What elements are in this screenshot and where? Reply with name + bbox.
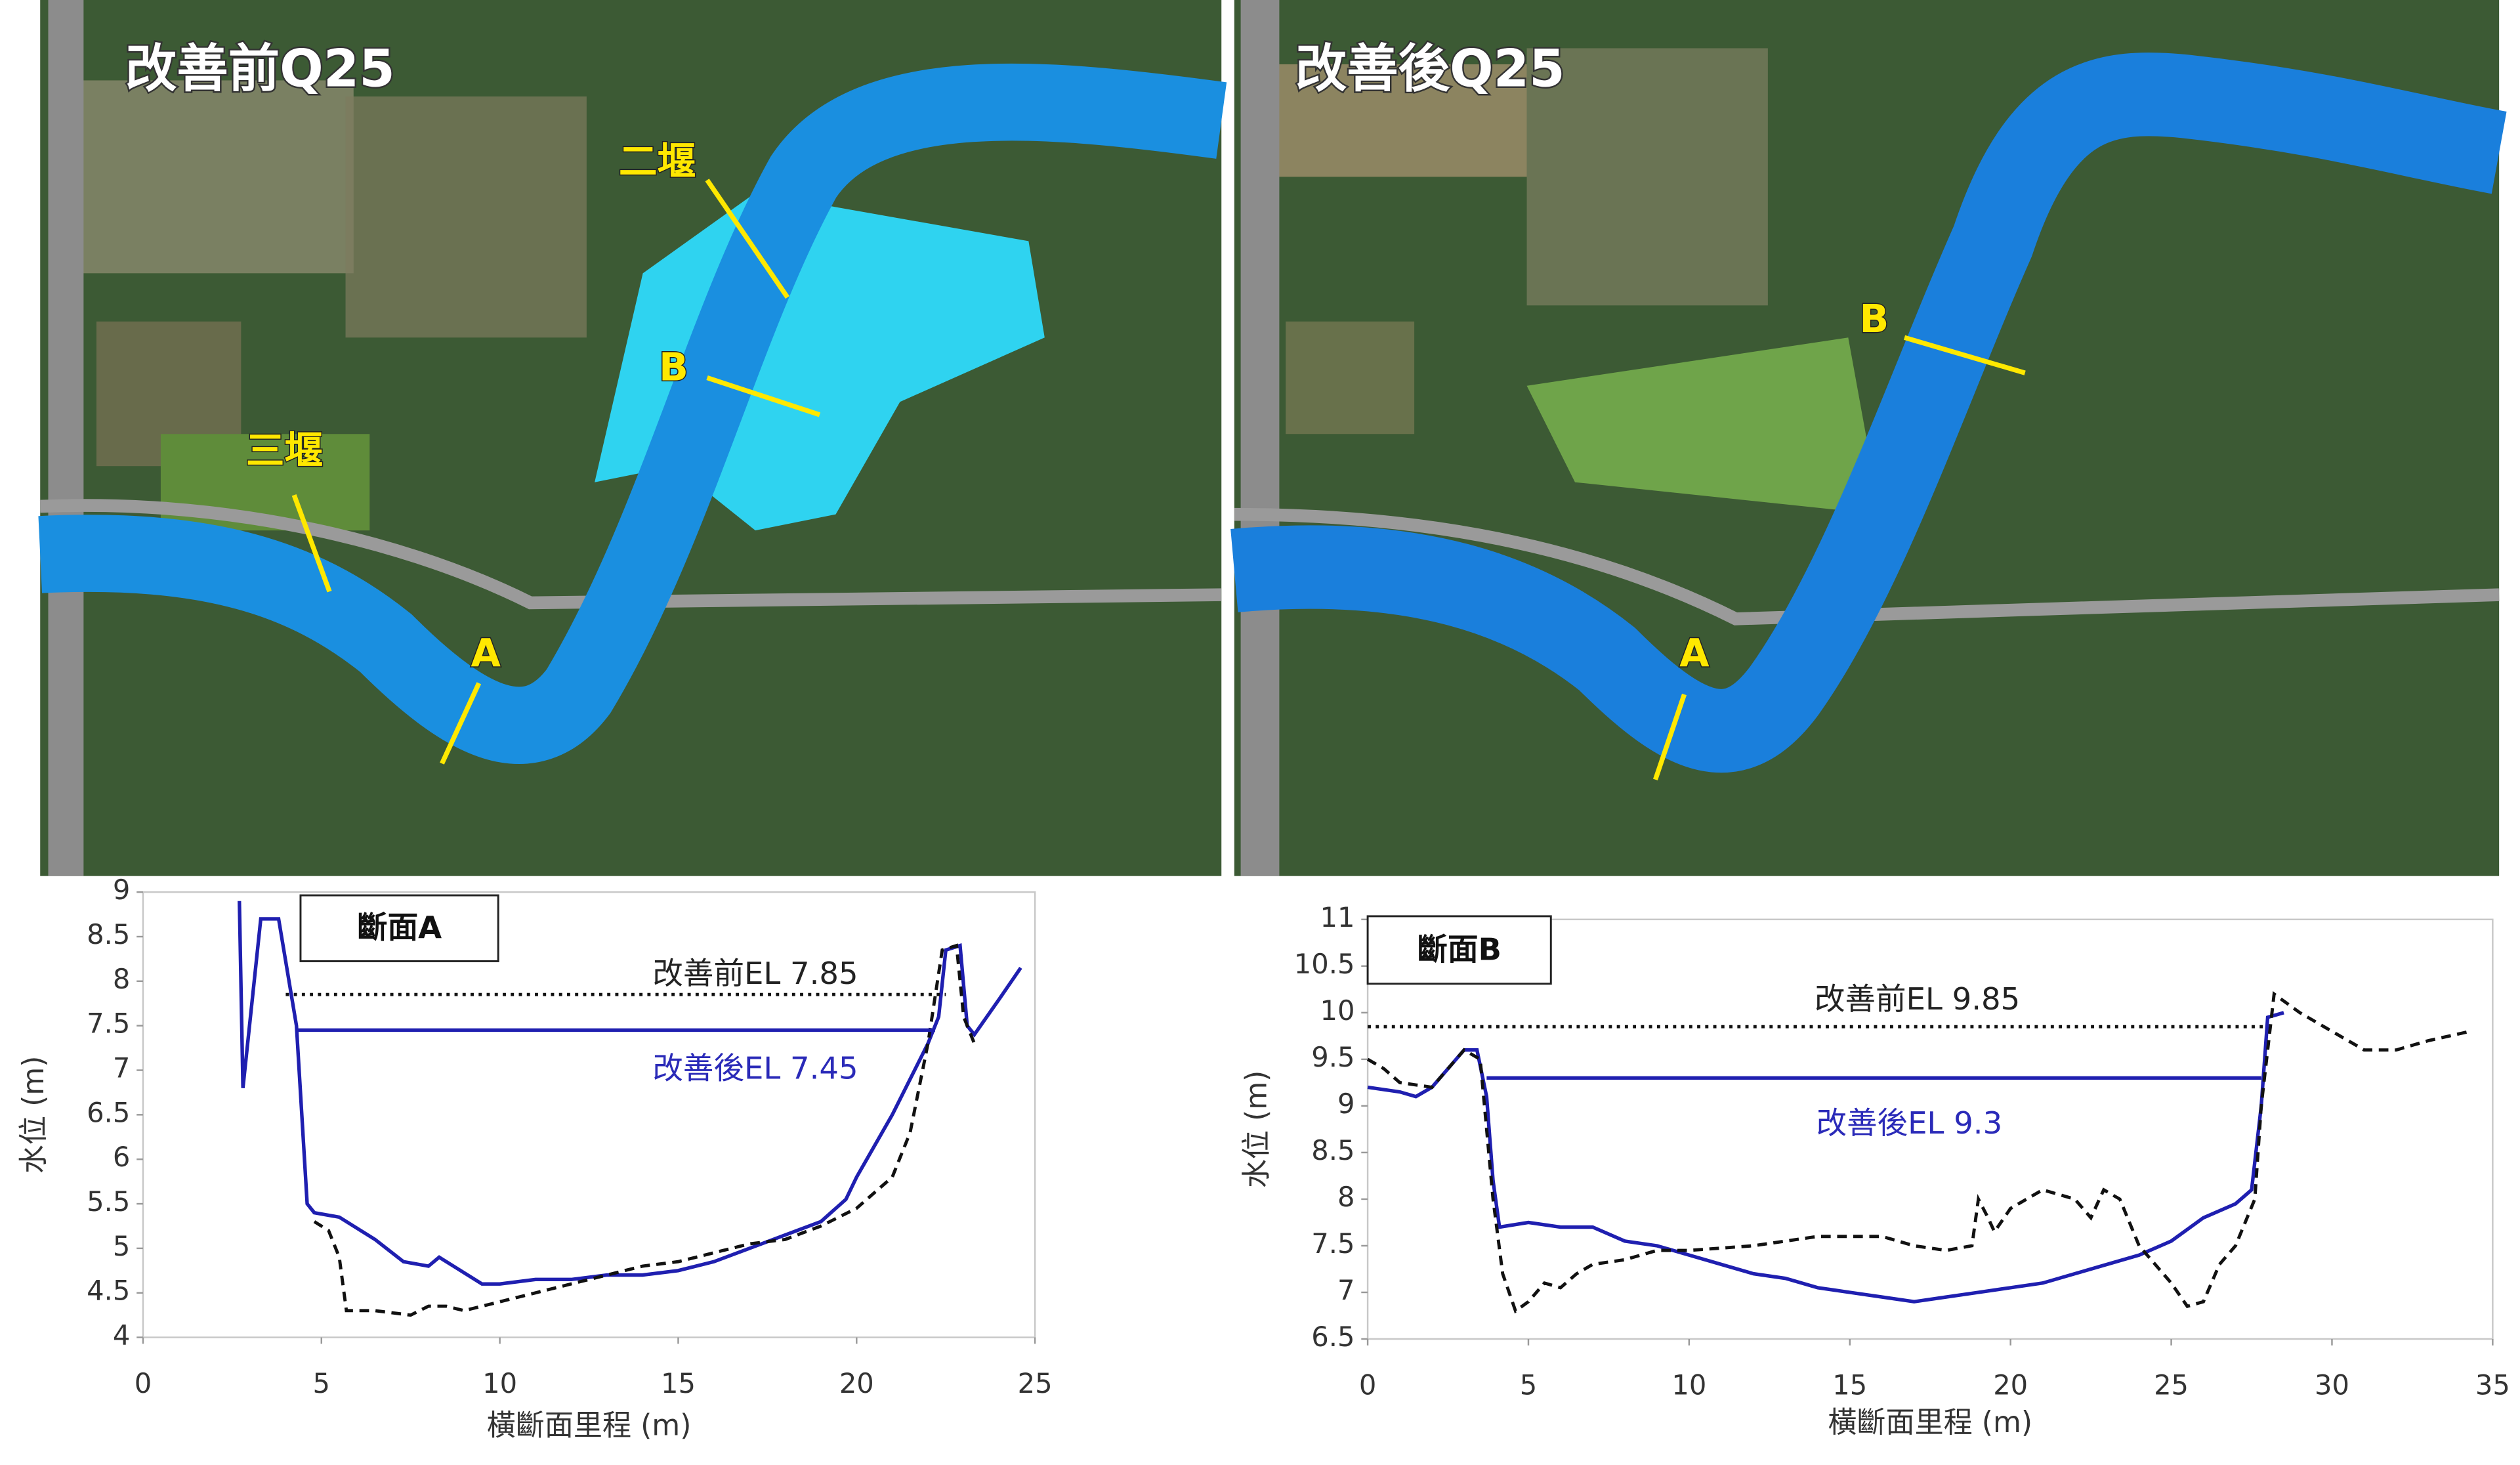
fields xyxy=(1269,64,1527,177)
x-axis-label: 橫斷面里程 (m) xyxy=(1828,1406,2032,1439)
section-line xyxy=(1904,335,2026,375)
map-label: 三堰 xyxy=(246,428,324,473)
data-line xyxy=(1367,1011,2284,1304)
fields xyxy=(1526,337,1881,515)
road xyxy=(1240,0,1280,876)
y-tick-label: 10 xyxy=(1320,994,1355,1027)
y-tick-label: 4.5 xyxy=(87,1275,130,1307)
road xyxy=(1234,507,2500,626)
y-axis-label: 水位 (m) xyxy=(1240,1071,1274,1189)
river xyxy=(1230,53,2507,773)
x-tick-label: 15 xyxy=(661,1367,696,1399)
y-tick-label: 9.5 xyxy=(1311,1041,1354,1073)
y-tick-label: 10.5 xyxy=(1294,948,1355,980)
map-label: A xyxy=(1679,630,1710,675)
section-line xyxy=(440,682,482,765)
data-line xyxy=(238,901,1022,1286)
y-tick-label: 9 xyxy=(113,874,130,906)
x-tick-label: 25 xyxy=(2154,1369,2189,1401)
data-line xyxy=(313,943,976,1317)
y-tick-label: 8 xyxy=(1337,1181,1354,1213)
y-tick-label: 6.5 xyxy=(1311,1321,1354,1353)
y-tick-label: 4 xyxy=(113,1319,130,1351)
x-tick-label: 15 xyxy=(1832,1369,1867,1401)
y-tick-label: 8.5 xyxy=(87,918,130,950)
section-box xyxy=(1366,915,1552,985)
y-tick-label: 8 xyxy=(113,963,130,995)
aerial-before: 改善前Q25 二堰 B 三堰 A xyxy=(38,0,1227,876)
panel-title: 改善後Q25 xyxy=(1295,39,1565,99)
fields xyxy=(80,80,354,274)
x-tick-label: 35 xyxy=(2475,1369,2510,1401)
map-label: A xyxy=(471,630,501,675)
fields xyxy=(1526,48,1768,306)
section-line xyxy=(706,375,821,417)
map-label: B xyxy=(1859,296,1889,341)
section-line xyxy=(705,179,790,299)
section-label: 斷面A xyxy=(357,910,442,945)
fields xyxy=(345,96,587,338)
y-tick-label: 8.5 xyxy=(1311,1134,1354,1166)
map-label: B xyxy=(659,344,688,389)
data-line xyxy=(1366,991,2471,1314)
section-label: 斷面B xyxy=(1417,931,1502,967)
x-tick-label: 20 xyxy=(839,1367,874,1399)
y-tick-label: 5 xyxy=(113,1230,130,1262)
y-tick-label: 7.5 xyxy=(1311,1227,1354,1260)
y-tick-label: 7 xyxy=(113,1052,130,1084)
y-tick-label: 6.5 xyxy=(87,1096,130,1128)
annotation: 改善後EL 7.45 xyxy=(652,1051,858,1086)
plot-frame xyxy=(1366,918,2494,1340)
y-tick-label: 5.5 xyxy=(87,1185,130,1218)
y-tick-label: 6 xyxy=(113,1141,130,1173)
aerial-after: 改善後Q25 B A xyxy=(1230,0,2507,876)
charts: 4 4.5 5 5.5 6 6.5 7 7.5 8 8.5 9 0 5 10 15 20 25 斷面A 改善前EL … xyxy=(17,874,2510,1443)
annotation: 改善前EL 9.85 xyxy=(1815,981,2020,1017)
plot-frame xyxy=(142,891,1036,1338)
road xyxy=(39,499,1222,610)
x-tick-label: 30 xyxy=(2315,1369,2349,1401)
section-box xyxy=(299,894,499,962)
x-tick-label: 25 xyxy=(1018,1367,1053,1399)
fields xyxy=(1286,321,1415,435)
section-line xyxy=(1652,693,1687,780)
section-line xyxy=(291,494,332,593)
map-label: 二堰 xyxy=(619,138,696,184)
annotation: 改善前EL 7.85 xyxy=(652,956,858,991)
x-tick-label: 10 xyxy=(1671,1369,1706,1401)
river xyxy=(38,63,1227,764)
x-tick-label: 5 xyxy=(1520,1369,1537,1401)
panel-title: 改善前Q25 xyxy=(125,39,395,99)
y-tick-label: 7 xyxy=(1337,1274,1354,1306)
y-tick-label: 9 xyxy=(1337,1088,1354,1120)
x-tick-label: 10 xyxy=(482,1367,517,1399)
road xyxy=(48,0,84,876)
x-axis-label: 橫斷面里程 (m) xyxy=(487,1409,692,1443)
x-tick-label: 0 xyxy=(135,1367,152,1399)
x-tick-label: 0 xyxy=(1359,1369,1376,1401)
x-tick-label: 5 xyxy=(313,1367,330,1399)
annotation: 改善後EL 9.3 xyxy=(1816,1105,2003,1141)
y-tick-label: 7.5 xyxy=(87,1008,130,1040)
y-axis-label: 水位 (m) xyxy=(17,1056,51,1174)
x-tick-label: 20 xyxy=(1993,1369,2028,1401)
y-tick-label: 11 xyxy=(1320,901,1355,933)
